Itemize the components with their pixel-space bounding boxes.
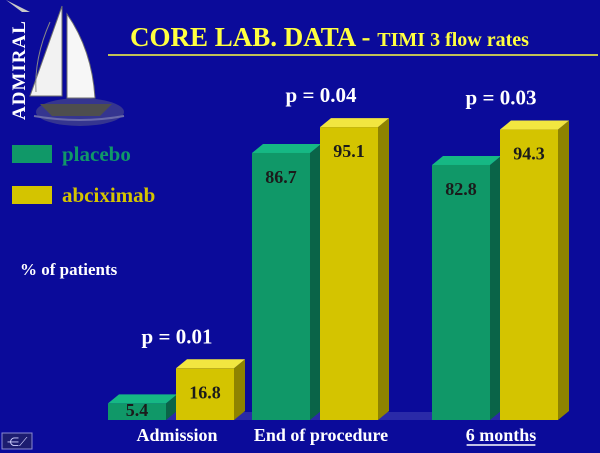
bar-placebo-1 [252,143,321,421]
bar-placebo-2 [432,155,501,420]
title-main: CORE LAB. DATA - [130,22,377,52]
p-value-label: p = 0.04 [286,83,357,107]
y-axis-label: % of patients [20,260,118,279]
chart-title: CORE LAB. DATA - TIMI 3 flow rates [130,22,529,52]
data-label: 16.8 [189,382,221,402]
logo-text: ADMIRAL [9,20,30,120]
p-value-label: p = 0.03 [466,86,537,110]
bar-top [500,120,569,130]
bar-front [176,368,234,420]
bar-side [234,359,245,420]
bar-side [490,155,501,420]
data-label: 82.8 [445,179,477,199]
bar-front [252,152,310,421]
data-label: 5.4 [126,400,149,420]
data-label: 95.1 [333,141,365,161]
category-label: 6 months [466,425,537,445]
data-label: 86.7 [265,167,297,187]
legend-label-placebo: placebo [62,142,131,166]
bar-top [320,118,389,128]
category-label: End of procedure [254,425,388,445]
bar-front [320,127,378,420]
legend-label-abciximab: abciximab [62,183,155,207]
legend-swatch-abciximab [12,186,52,204]
slide-nav-glyph: ⋲⟋ [7,435,28,449]
bar-placebo-0 [108,394,177,420]
bars-layer [108,118,569,421]
bar-side [378,118,389,420]
labels-layer: 5.4 16.8 p = 0.01 Admission 86.7 95.1 p = 0.04… [126,83,545,446]
legend-swatch-placebo [12,145,52,163]
bar-front [500,129,558,420]
bar-front [432,164,490,420]
slide-nav-icon[interactable] [1,432,33,450]
bar-side [166,394,177,420]
bar-abciximab-0 [176,359,245,420]
bar-side [558,120,569,420]
data-label: 94.3 [513,144,545,164]
bar-abciximab-1 [320,118,389,420]
bar-abciximab-2 [500,120,569,420]
title-sub: TIMI 3 flow rates [377,29,529,51]
bar-top [252,143,321,153]
bar-top [108,394,177,404]
bar-front [108,403,166,420]
p-value-label: p = 0.01 [142,324,213,348]
bar-top [432,155,501,165]
bar-side [310,143,321,421]
bar-top [176,359,245,369]
category-label: Admission [136,425,217,445]
sailboat-logo [6,0,125,126]
